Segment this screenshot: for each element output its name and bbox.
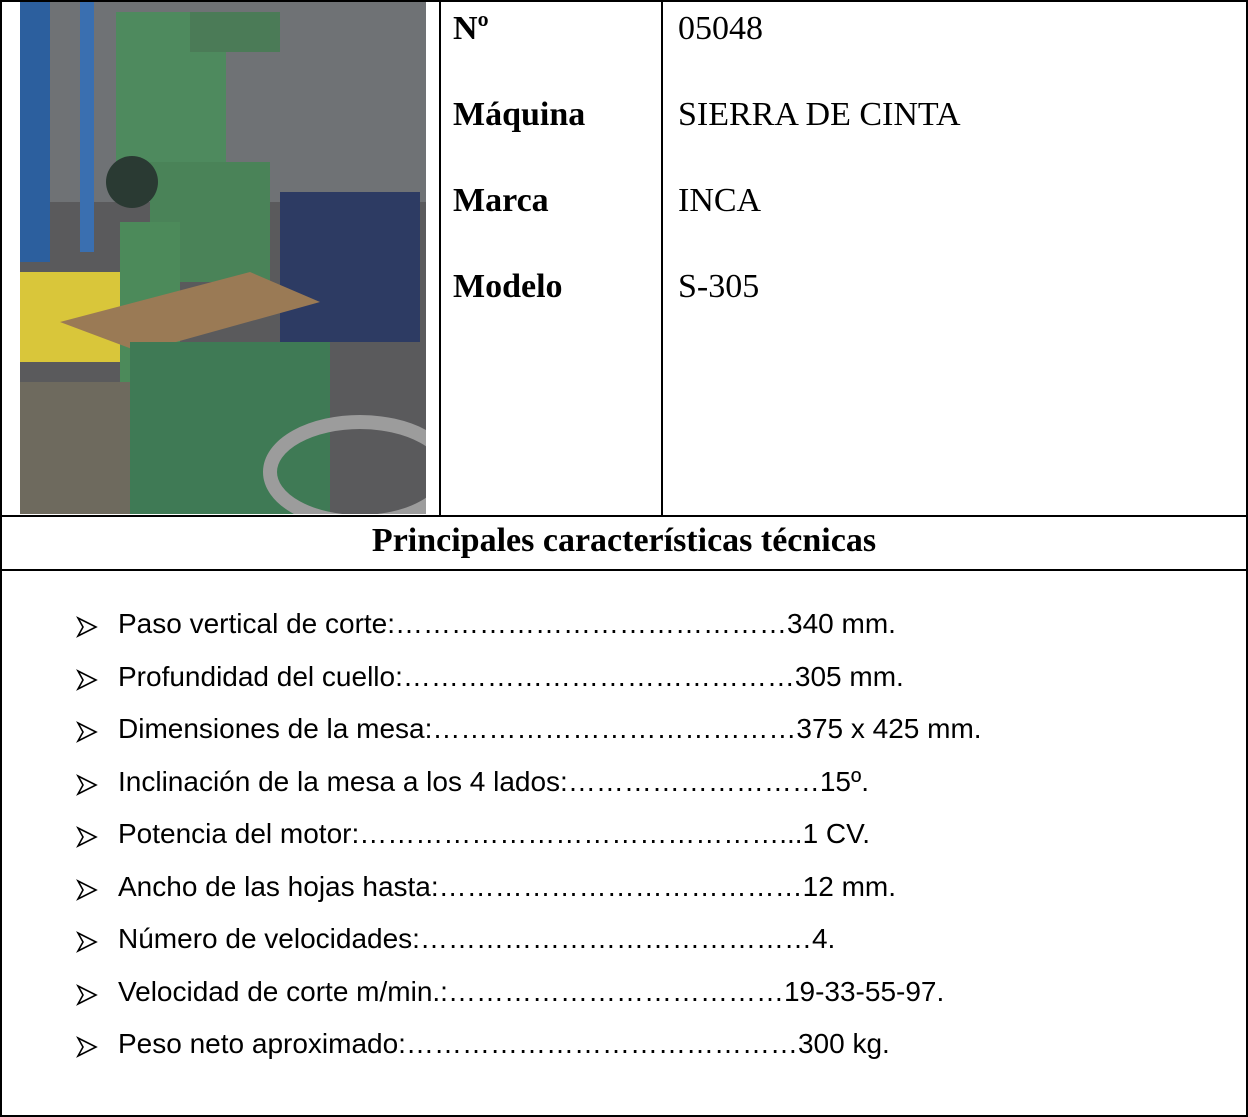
spec-item: Dimensiones de la mesa:…………………………………375 … <box>118 713 982 744</box>
bullet-arrow <box>76 826 98 848</box>
border <box>0 515 1248 517</box>
field-label: Modelo <box>453 268 563 305</box>
bullet-arrow <box>76 931 98 953</box>
bullet-arrow <box>76 983 98 1006</box>
field-label: Nº <box>453 10 489 47</box>
border <box>0 1115 1248 1117</box>
spec-item: Inclinación de la mesa a los 4 lados:………… <box>118 765 869 797</box>
machine-photo <box>20 2 426 514</box>
spec-item: Ancho de las hojas hasta:…………………………………12… <box>118 870 897 902</box>
bullet <box>76 721 98 743</box>
border <box>0 569 1248 571</box>
bullet-arrow <box>76 878 98 901</box>
bullet-arrow <box>76 668 98 691</box>
bullet <box>76 983 98 1006</box>
bullet <box>76 826 98 848</box>
bullet <box>76 773 98 796</box>
border <box>439 0 441 516</box>
border <box>0 0 1248 2</box>
bullet <box>76 1036 98 1058</box>
bullet <box>76 668 98 691</box>
bullet-arrow <box>76 721 98 743</box>
border <box>0 0 2 1117</box>
bullet-arrow <box>76 773 98 796</box>
field-value: S-305 <box>678 268 760 305</box>
spec-item: Peso neto aproximado:……………………………………300 k… <box>118 1028 890 1059</box>
bullet <box>76 878 98 901</box>
spec-item: Profundidad del cuello:……………………………………305… <box>118 660 904 692</box>
spec-item: Velocidad de corte m/min.:………………………………19… <box>118 975 945 1007</box>
field-value: 05048 <box>678 10 763 47</box>
bullet-arrow <box>76 616 98 638</box>
bullet-arrow <box>76 1036 98 1058</box>
spec-item: Paso vertical de corte:……………………………………340… <box>118 608 896 639</box>
border <box>661 0 663 516</box>
spec-item: Número de velocidades:……………………………………4. <box>118 923 836 954</box>
field-label: Marca <box>453 182 549 219</box>
section-title: Principales características técnicas <box>371 522 877 559</box>
spec-item: Potencia del motor:………………………………………...1 C… <box>118 818 871 849</box>
field-value: INCA <box>678 182 762 219</box>
border <box>1246 0 1248 1117</box>
field-label: Máquina <box>453 96 586 133</box>
field-value: SIERRA DE CINTA <box>678 96 961 133</box>
bullet <box>76 931 98 953</box>
bullet <box>76 616 98 638</box>
